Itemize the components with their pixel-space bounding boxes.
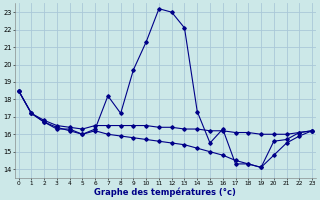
X-axis label: Graphe des températures (°c): Graphe des températures (°c) (94, 187, 236, 197)
